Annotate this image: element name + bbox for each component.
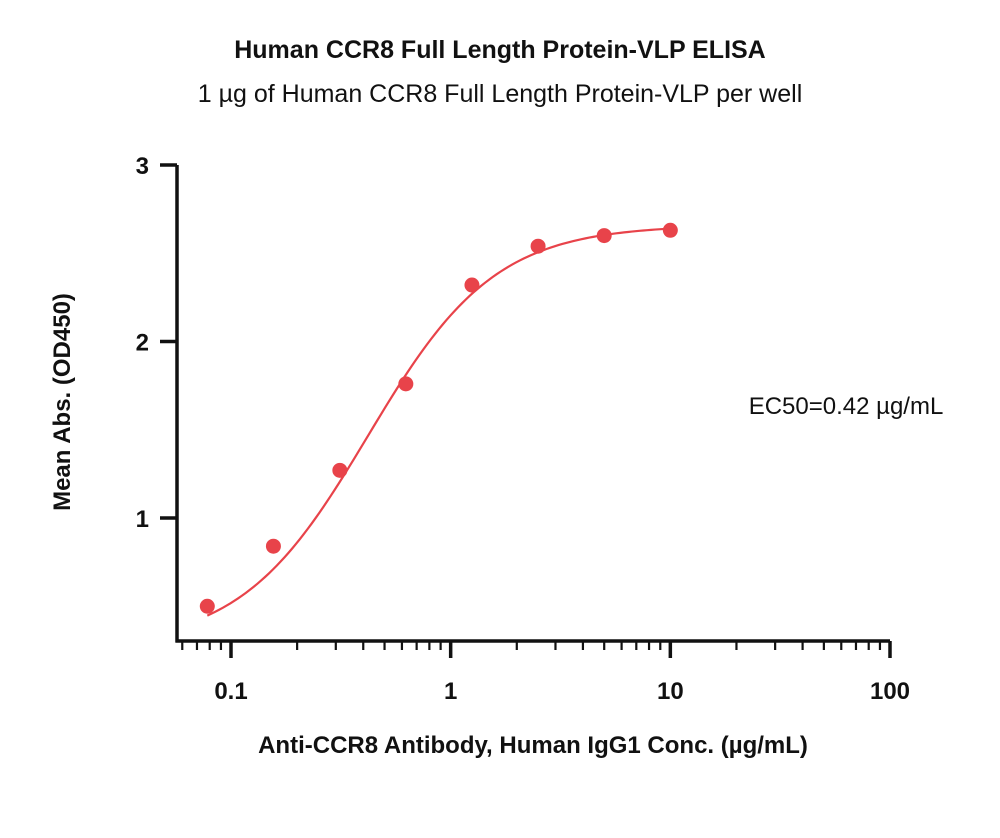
x-tick-label: 0.1	[214, 678, 247, 705]
y-tick-label: 1	[136, 506, 149, 533]
axes-layer	[175, 165, 890, 643]
data-points-layer	[199, 222, 678, 614]
y-ticks: 1 2 3	[136, 153, 177, 533]
x-axis-label: Anti-CCR8 Antibody, Human IgG1 Conc. (µg…	[258, 732, 808, 759]
fit-curve	[206, 227, 671, 617]
data-point	[662, 222, 678, 238]
data-point	[265, 538, 281, 554]
x-ticks: 0.1 1 10 100	[181, 641, 910, 705]
data-point	[332, 462, 348, 478]
x-tick-label: 10	[657, 678, 684, 705]
fit-curve-layer	[206, 227, 671, 617]
y-tick-label: 3	[136, 153, 149, 180]
y-axis-label: Mean Abs. (OD450)	[49, 293, 76, 511]
x-tick-label: 100	[870, 678, 910, 705]
chart-title: Human CCR8 Full Length Protein-VLP ELISA	[234, 36, 766, 64]
data-point	[530, 238, 546, 254]
data-point	[464, 277, 480, 293]
ec50-annotation: EC50=0.42 µg/mL	[749, 393, 944, 420]
x-tick-label: 1	[444, 678, 457, 705]
data-point	[398, 376, 414, 392]
chart-subtitle: 1 µg of Human CCR8 Full Length Protein-V…	[197, 80, 803, 108]
y-tick-label: 2	[136, 330, 149, 357]
data-point	[596, 228, 612, 244]
data-point	[199, 598, 215, 614]
